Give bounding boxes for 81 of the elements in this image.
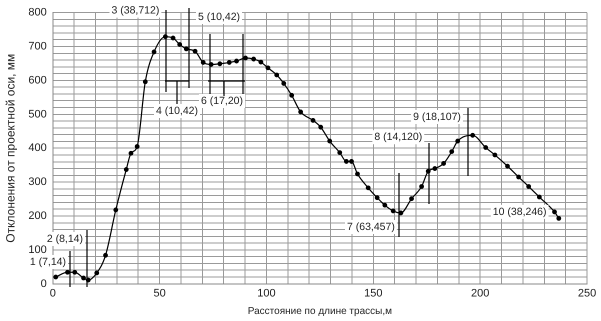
point: [124, 167, 129, 172]
y-tick-label: 100: [28, 244, 47, 256]
point: [53, 274, 58, 280]
point: [200, 60, 206, 65]
point: [419, 184, 424, 189]
x-tick-label: 50: [153, 287, 166, 300]
point: [483, 145, 488, 150]
point: [128, 150, 134, 156]
point: [281, 81, 286, 86]
annotation: 1 (7,14): [30, 256, 66, 268]
point: [234, 58, 239, 64]
point: [177, 42, 182, 47]
point: [536, 194, 542, 200]
point: [134, 144, 140, 149]
y-tick-label: 0: [40, 278, 47, 290]
point: [298, 110, 304, 114]
y-tick-label: 800: [28, 6, 47, 19]
annotation: 4 (10,42): [156, 104, 198, 117]
annotation: 7 (63,457): [346, 220, 395, 233]
point: [65, 270, 70, 275]
point: [526, 184, 532, 189]
point: [374, 195, 380, 200]
point: [409, 196, 414, 202]
annotation: 5 (10,42): [198, 10, 240, 23]
annotation: 2 (8,14): [46, 232, 83, 245]
point: [390, 208, 396, 214]
point: [455, 138, 460, 144]
point: [310, 118, 316, 123]
point: [344, 159, 349, 164]
point: [349, 159, 354, 164]
point: [217, 61, 222, 66]
annotation: 3 (38,712): [111, 4, 160, 17]
point: [432, 166, 438, 171]
point: [243, 56, 248, 60]
point: [72, 270, 78, 275]
y-tick-label: 700: [28, 40, 47, 53]
point: [266, 65, 270, 70]
y-tick-label: 600: [28, 74, 47, 86]
point: [226, 60, 232, 65]
point: [258, 60, 264, 64]
x-tick-label: 0: [50, 287, 56, 300]
point: [152, 50, 156, 54]
point: [142, 79, 148, 84]
point: [81, 276, 86, 280]
x-tick-label: 200: [470, 287, 490, 300]
point: [556, 216, 562, 221]
point: [382, 202, 388, 208]
y-tick-label: 400: [28, 142, 47, 154]
point: [289, 92, 294, 98]
annotation: 9 (18,107): [413, 110, 461, 123]
y-tick-label: 200: [28, 210, 47, 222]
x-tick-label: 150: [364, 287, 382, 300]
x-tick-label: 250: [578, 287, 596, 300]
point: [192, 48, 198, 54]
point: [470, 132, 476, 138]
y-tick-label: 300: [28, 176, 47, 188]
point: [113, 208, 118, 212]
point: [184, 46, 189, 52]
point: [337, 150, 342, 156]
y-tick-label: 500: [28, 108, 47, 120]
point: [355, 172, 360, 176]
annotation: 10 (38,246): [492, 206, 547, 218]
point: [170, 36, 176, 40]
x-tick-label: 100: [257, 287, 276, 300]
point: [492, 152, 498, 158]
point: [366, 185, 371, 190]
point: [251, 56, 256, 62]
point: [505, 164, 510, 169]
point: [552, 210, 557, 214]
annotation: 8 (14,120): [374, 131, 422, 144]
point: [327, 138, 332, 144]
point: [103, 252, 108, 258]
point: [441, 161, 446, 166]
point: [94, 270, 100, 276]
point: [274, 72, 280, 78]
x-axis-title: Расстояние по длине трассы,м: [248, 306, 392, 317]
point: [449, 149, 454, 154]
point: [516, 174, 522, 180]
y-axis-title: Отклонения от проектной оси, мм: [4, 54, 18, 243]
annotation: 6 (17,20): [200, 94, 244, 107]
point: [318, 124, 324, 130]
